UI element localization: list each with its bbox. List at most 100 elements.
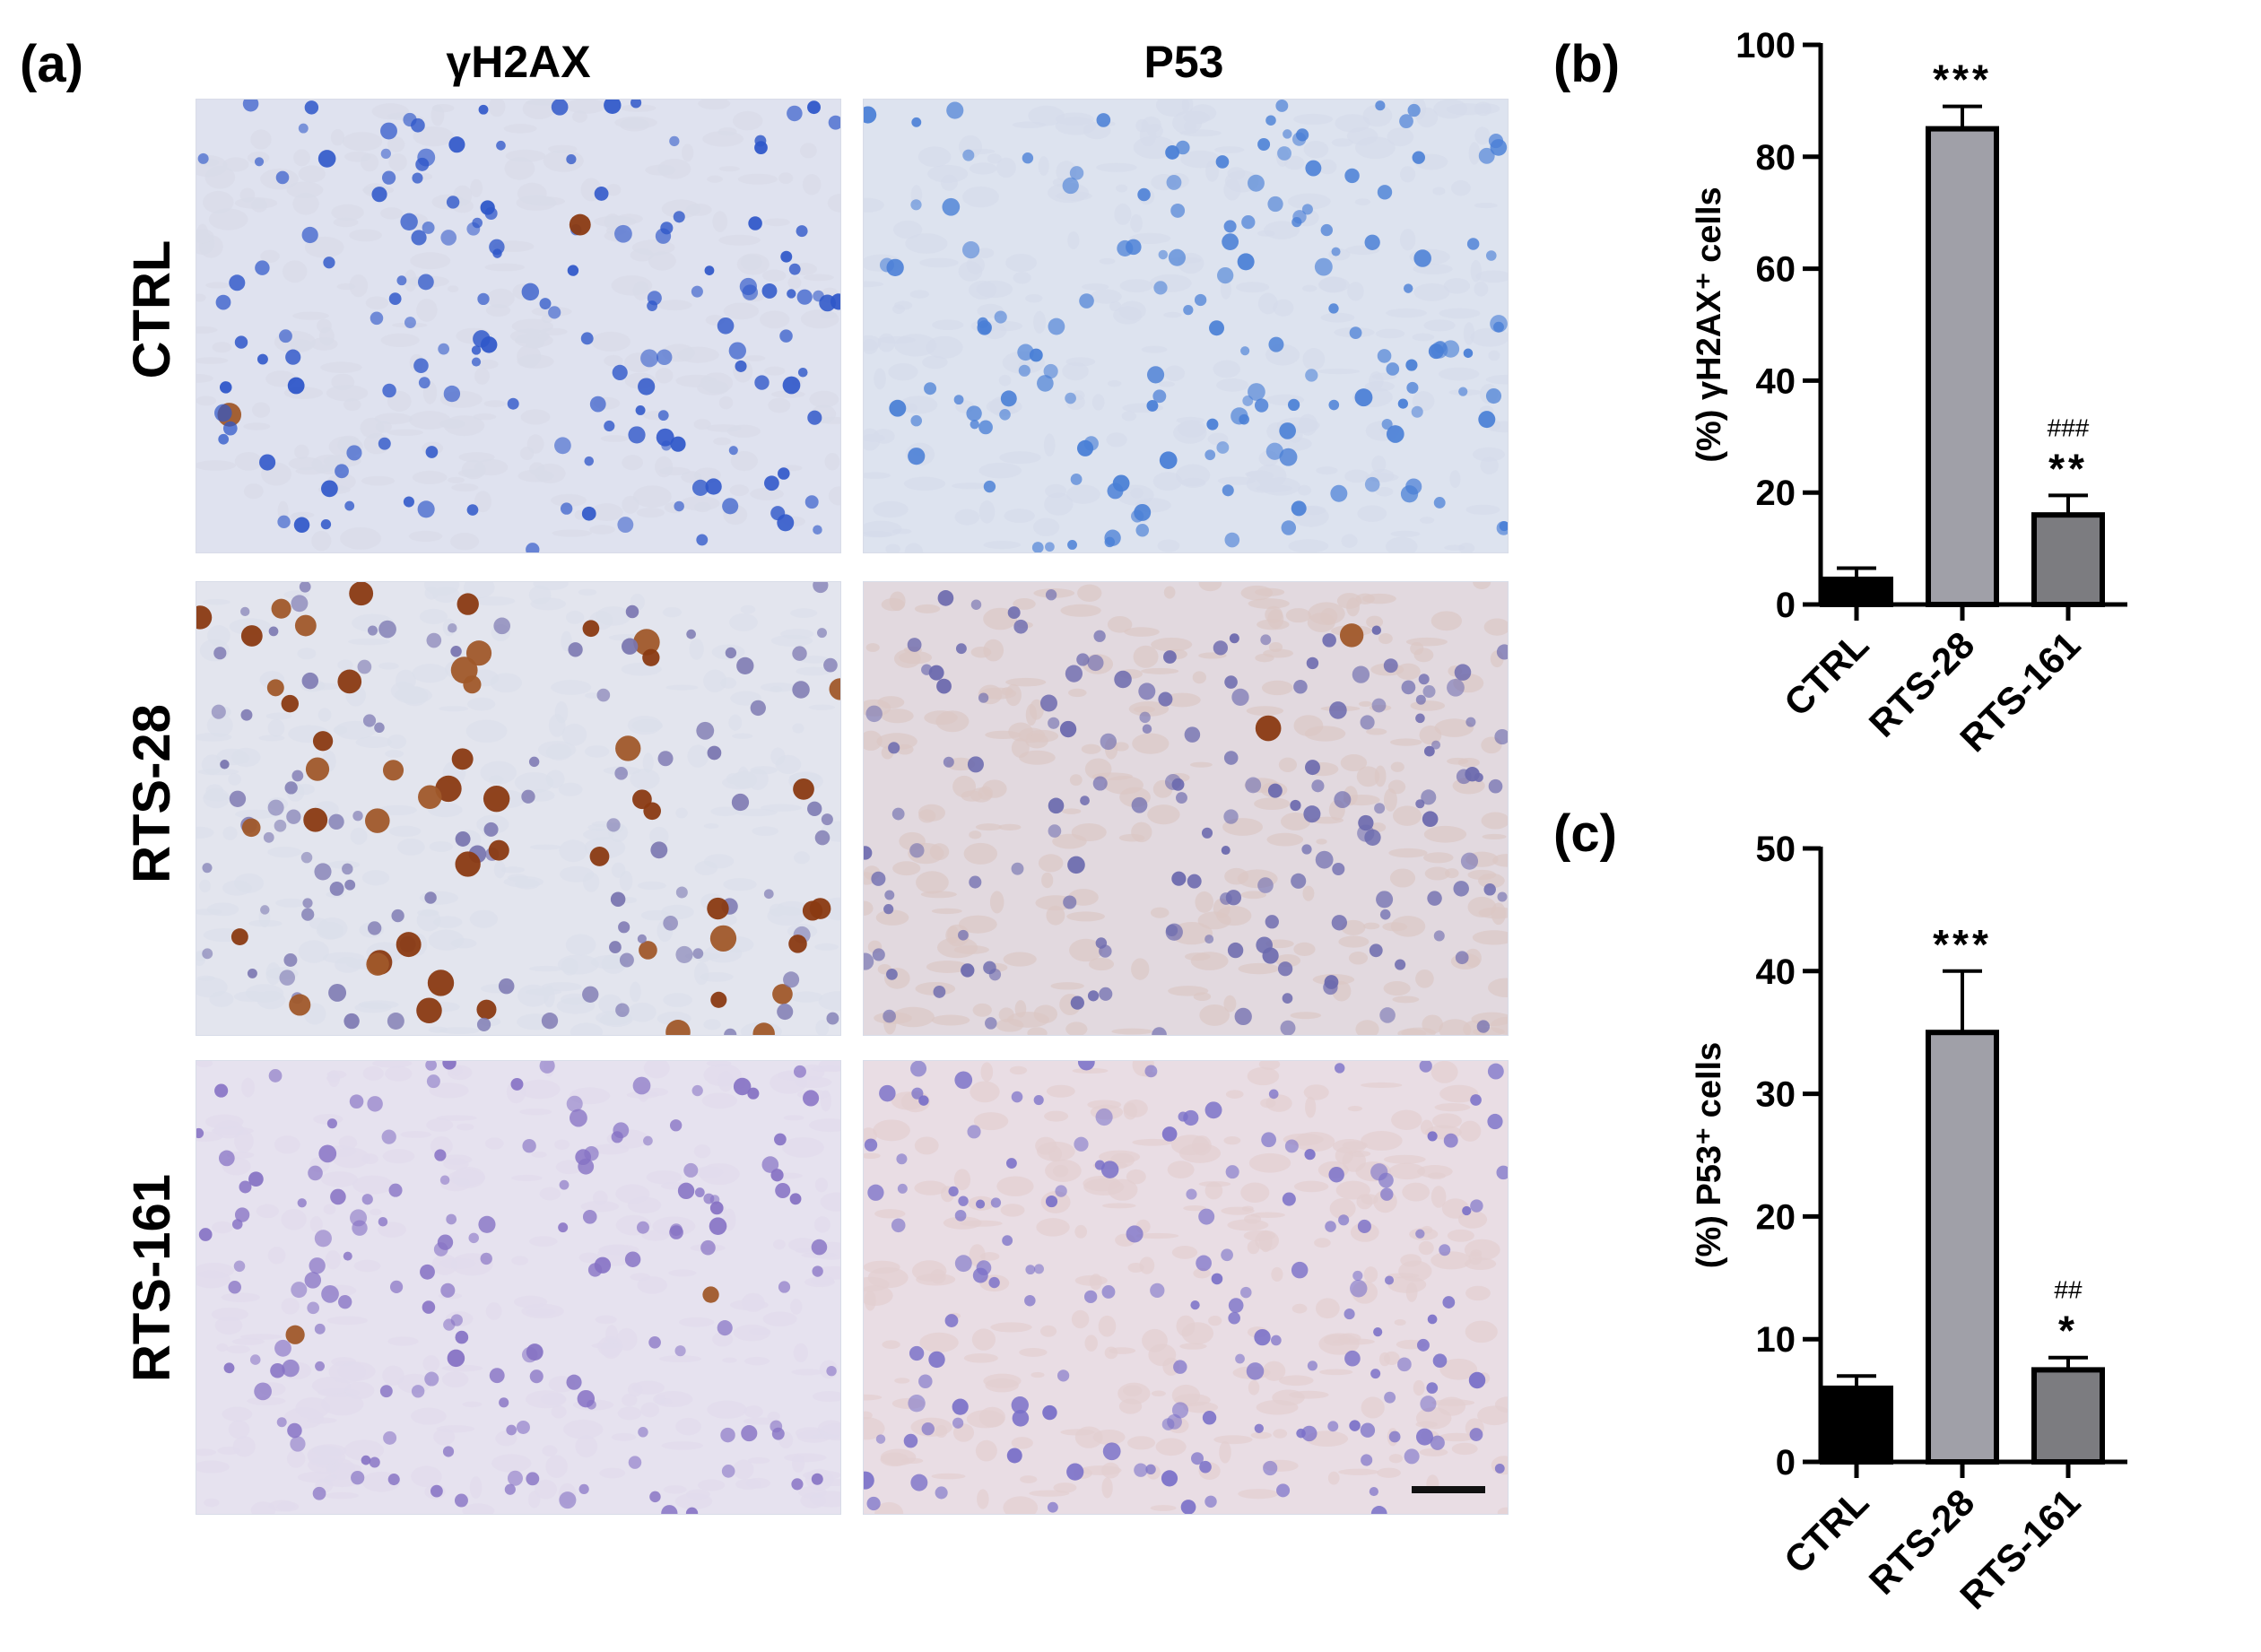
nucleus	[1360, 715, 1375, 730]
cytoplasm-texture	[1399, 229, 1416, 251]
nucleus	[450, 1314, 463, 1326]
cytoplasm-texture	[1041, 872, 1054, 889]
cytoplasm-texture	[790, 1298, 803, 1315]
cytoplasm-texture	[450, 532, 480, 551]
cytoplasm-texture	[1257, 619, 1290, 630]
cytoplasm-texture	[378, 662, 399, 670]
cytoplasm-texture	[1046, 1084, 1075, 1098]
nucleus	[674, 1345, 686, 1357]
cytoplasm-texture	[228, 773, 241, 786]
nucleus	[1305, 160, 1322, 177]
cytoplasm-texture	[1482, 833, 1507, 839]
nucleus	[422, 1300, 436, 1314]
nucleus	[1332, 862, 1345, 876]
cytoplasm-texture	[1451, 1442, 1478, 1456]
cytoplasm-texture	[880, 1448, 917, 1466]
nucleus	[1215, 155, 1230, 169]
cytoplasm-texture	[611, 1432, 637, 1441]
nucleus	[526, 543, 540, 552]
cytoplasm-texture	[1338, 1468, 1379, 1475]
y-tick-label: 100	[1735, 26, 1796, 65]
nucleus	[219, 381, 232, 394]
nucleus	[1092, 776, 1108, 791]
cytoplasm-texture	[584, 745, 610, 758]
nucleus	[1171, 1402, 1189, 1419]
nucleus	[314, 1323, 326, 1335]
cytoplasm-texture	[1199, 1004, 1231, 1026]
nucleus	[1320, 223, 1333, 237]
cytoplasm-texture	[1107, 615, 1133, 633]
cytoplasm-texture	[953, 1169, 971, 1191]
nucleus	[628, 426, 646, 444]
nucleus	[1176, 140, 1190, 155]
nucleus	[1494, 729, 1508, 745]
cytoplasm-texture	[276, 1501, 300, 1512]
cytoplasm-texture	[1412, 333, 1435, 342]
cytoplasm-texture	[243, 422, 271, 430]
nucleus	[735, 360, 747, 372]
cytoplasm-texture	[1101, 1462, 1120, 1479]
stained-nucleus	[435, 775, 462, 803]
nucleus	[362, 714, 377, 727]
nucleus	[908, 1395, 926, 1413]
cytoplasm-texture	[1444, 544, 1465, 551]
nucleus	[1065, 392, 1076, 404]
cytoplasm-texture	[1277, 437, 1312, 451]
cytoplasm-texture	[1303, 1084, 1329, 1100]
cytoplasm-texture	[326, 1463, 362, 1474]
nucleus	[1352, 665, 1370, 683]
cytoplasm-texture	[1410, 700, 1446, 711]
cytoplasm-texture	[919, 257, 959, 268]
nucleus	[977, 320, 992, 335]
cytoplasm-texture	[387, 734, 407, 750]
cytoplasm-texture	[729, 613, 758, 631]
cytoplasm-texture	[620, 104, 657, 112]
cytoplasm-texture	[723, 302, 760, 320]
stained-nucleus	[396, 932, 422, 958]
cytoplasm-texture	[718, 396, 734, 410]
cytoplasm-texture	[458, 452, 495, 463]
nucleus	[1224, 675, 1238, 689]
stained-nucleus	[788, 935, 807, 953]
cytoplasm-texture	[931, 908, 962, 915]
nucleus	[918, 1374, 933, 1389]
nucleus	[425, 1061, 437, 1071]
nucleus	[828, 115, 840, 130]
nucleus	[1324, 975, 1339, 989]
cytoplasm-texture	[1009, 1065, 1028, 1075]
nucleus	[970, 599, 982, 610]
cytoplasm-texture	[630, 769, 660, 790]
cytoplasm-texture	[718, 234, 761, 246]
cytoplasm-texture	[703, 1019, 721, 1030]
cytoplasm-texture	[875, 909, 909, 926]
nucleus	[1063, 895, 1077, 909]
nucleus	[440, 1282, 456, 1298]
cytoplasm-texture	[1316, 466, 1338, 475]
cytoplasm-texture	[983, 1373, 1022, 1388]
cytoplasm-texture	[1033, 310, 1047, 334]
nucleus	[1067, 856, 1085, 874]
cytoplasm-texture	[439, 706, 469, 712]
cytoplasm-texture	[717, 1071, 734, 1092]
nucleus	[613, 1122, 630, 1139]
nucleus	[628, 1456, 642, 1469]
cytoplasm-texture	[252, 402, 271, 418]
nucleus	[471, 345, 482, 355]
cytoplasm-texture	[565, 610, 585, 624]
cytoplasm-texture	[1344, 469, 1370, 483]
nucleus	[314, 1230, 332, 1248]
nucleus	[907, 638, 922, 652]
nucleus	[1344, 1350, 1361, 1367]
cytoplasm-texture	[371, 1061, 413, 1068]
nucleus	[213, 647, 227, 660]
nucleus	[371, 187, 387, 203]
cytoplasm-texture	[519, 1079, 561, 1100]
nucleus	[351, 1471, 365, 1485]
cytoplasm-texture	[293, 149, 310, 167]
nucleus	[891, 1218, 906, 1233]
cytoplasm-texture	[337, 659, 353, 671]
cytoplasm-texture	[812, 1391, 840, 1403]
cytoplasm-texture	[281, 1298, 300, 1315]
cytoplasm-texture	[1443, 278, 1471, 294]
cytoplasm-texture	[740, 604, 756, 614]
